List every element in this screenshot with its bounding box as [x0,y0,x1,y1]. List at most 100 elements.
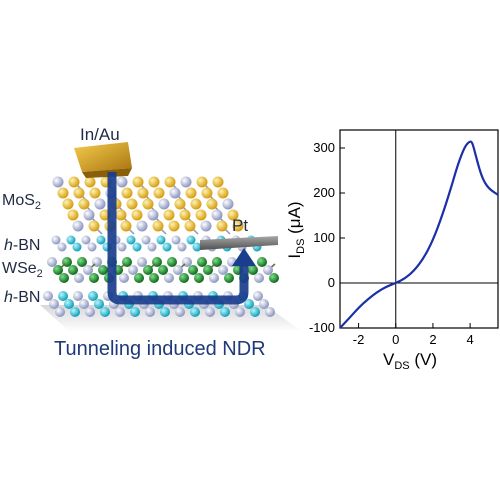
mos2-atom [232,220,244,232]
mos2-atom [62,198,74,210]
hbn-atom [79,299,89,309]
mos2-atom [88,220,100,232]
mos2-atom [148,176,160,188]
wse2-atom [224,273,234,283]
hbn-atom [72,242,82,252]
mos2-atom [164,176,176,188]
mos2-atom [84,176,96,188]
y-tick-label: 200 [313,185,335,200]
mos2-atom [196,176,208,188]
hbn-atom [156,235,166,245]
wse2-atom [173,265,183,275]
wse2-atom [128,265,138,275]
y-tick-label: 0 [328,275,335,290]
hbn-atom [70,307,80,317]
wse2-atom [134,273,144,283]
hbn-atom [177,242,187,252]
wse2-atom [248,265,258,275]
mos2-atom [57,187,69,199]
hbn-atom [55,307,65,317]
mos2-atom [116,176,128,188]
wse2-atom [218,265,228,275]
hbn-atom [130,307,140,317]
hbn-atom [265,307,275,317]
y-tick-label: 300 [313,140,335,155]
mos2-atom [217,187,229,199]
wse2-atom [83,265,93,275]
mos2-atom [227,209,239,221]
hbn-atom [192,242,202,252]
y-axis-title: IDS (μA) [285,201,307,258]
mos2-atom [168,220,180,232]
hbn-atom [160,307,170,317]
in-au-label: In/Au [80,125,120,144]
hbn-atom [186,235,196,245]
wse2-atom [77,257,87,267]
mos2-atom [120,220,132,232]
wse2-atom [257,257,267,267]
mos2-atom [126,198,138,210]
wse2-atom [254,273,264,283]
hbn-atom [66,235,76,245]
hbn-atom [117,242,127,252]
mos2-label: MoS2 [2,192,42,213]
in-au-contact [74,142,132,172]
tick-group: -2 0 2 4 -100 0 100 200 300 [309,130,498,347]
mos2-atom [201,187,213,199]
hbn-atom [235,307,245,317]
mos2-atom [67,209,79,221]
iv-curve [339,140,499,329]
wse2-atom [59,273,69,283]
hbn-atom [43,291,53,301]
mos2-atom [216,220,228,232]
series-group [339,140,499,329]
mos2-atom [180,176,192,188]
wse2-atom [188,265,198,275]
mos2-atom [169,187,181,199]
mos2-atom [94,198,106,210]
x-tick-label: 2 [429,332,436,347]
mos2-atom [212,176,224,188]
hbn-atom [87,242,97,252]
wse2-atom [149,273,159,283]
hbn-atom [253,291,263,301]
mos2-atom [52,176,64,188]
mos2-atom [115,209,127,221]
hbn-atom [126,235,136,245]
mos2-atom [184,220,196,232]
mos2-atom [152,220,164,232]
wse2-atom [143,265,153,275]
hbn-atom [96,235,106,245]
hbn-atom [171,235,181,245]
plot-frame [339,129,499,329]
mos2-atom [83,209,95,221]
mos2-atom [153,187,165,199]
hbn-atom [81,235,91,245]
hbn-atom [88,291,98,301]
mos2-atom [206,198,218,210]
mos2-atom [137,187,149,199]
mos2-atom [158,198,170,210]
mos2-atom [174,198,186,210]
hbn-atom [94,299,104,309]
wse2-atom [209,273,219,283]
mos2-atom [121,187,133,199]
hbn-bottom-label: h-BN [4,289,41,306]
wse2-atom [119,273,129,283]
hbn-atom [64,299,74,309]
wse2-atom [137,257,147,267]
mos2-atom [222,198,234,210]
hbn-atom [259,299,269,309]
pt-label: Pt [232,216,249,235]
hbn-atom [132,242,142,252]
hbn-atom [175,307,185,317]
wse2-label: WSe2 [2,260,43,281]
x-axis-title: VDS (V) [383,350,437,372]
hbn-atom [244,299,254,309]
mos2-atom [200,220,212,232]
mos2-atom [163,209,175,221]
mos2-atom [147,209,159,221]
mos2-atom [72,220,84,232]
y-tick-label: 100 [313,230,335,245]
caption: Tunneling induced NDR [54,338,266,360]
